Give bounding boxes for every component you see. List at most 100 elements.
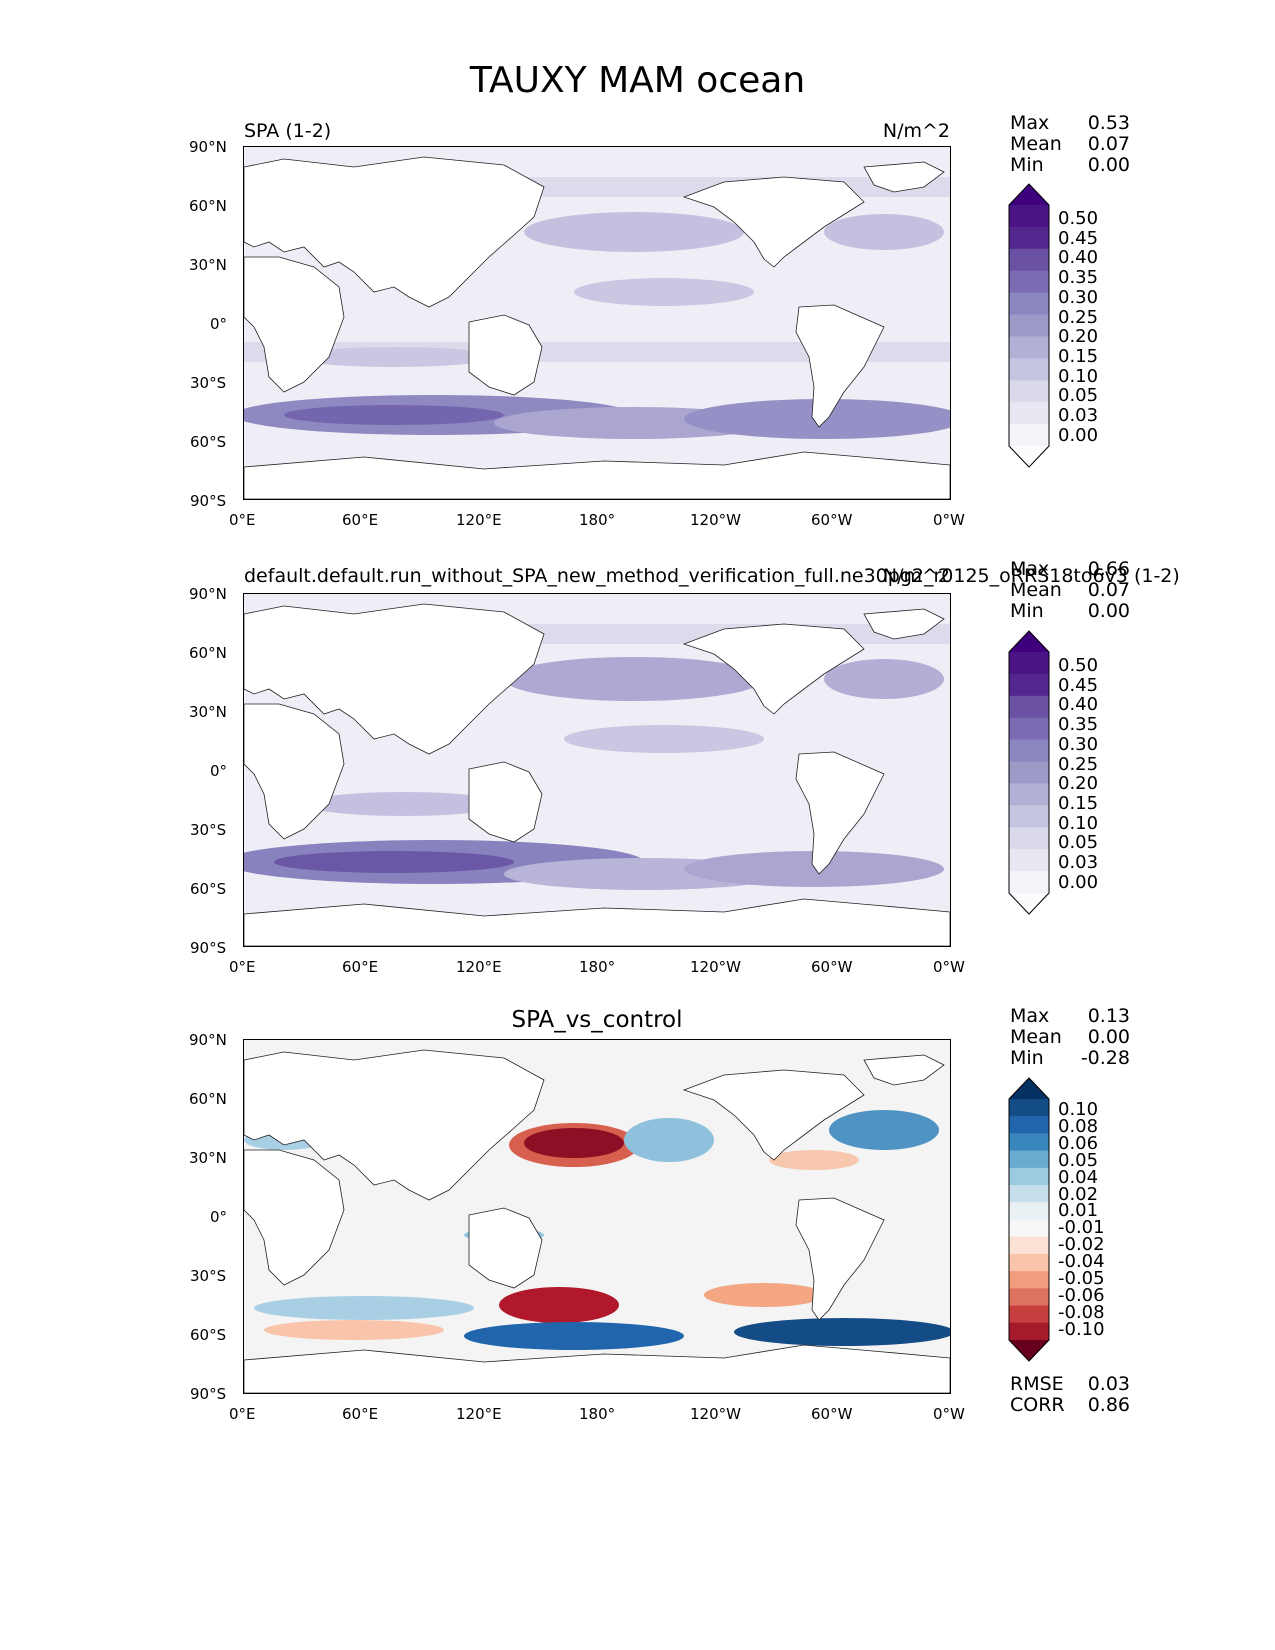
panel3-stat-mean-label: Mean	[1010, 1026, 1062, 1048]
colorbar-swatch	[1009, 424, 1049, 447]
colorbar-swatch	[1009, 739, 1049, 763]
panel2-ytick: 90°N	[189, 585, 227, 603]
panel2-stat-max-label: Max	[1010, 558, 1050, 580]
antarctica-land	[244, 1344, 950, 1393]
colorbar-tick-label: 0.50	[1058, 208, 1099, 229]
colorbar-tick-label: 0.20	[1058, 326, 1099, 348]
colorbar-tick-label: 0.45	[1058, 674, 1099, 696]
panel3-ytick: 60°N	[189, 1090, 227, 1108]
colorbar-tick-label: 0.30	[1058, 286, 1099, 308]
panel1-ytick: 0°	[210, 315, 228, 333]
colorbar-swatch	[1009, 402, 1049, 425]
panel2-ytick: 60°S	[190, 880, 227, 898]
panel3-xtick: 120°E	[456, 1405, 502, 1423]
panel2-ytick: 0°	[210, 762, 228, 780]
colorbar-tick-label: 0.10	[1058, 365, 1099, 387]
panel3-corr-label: CORR	[1010, 1394, 1065, 1416]
greenland-land	[863, 161, 945, 193]
panel2-xtick: 0°W	[933, 958, 965, 976]
panel3-stat-min-value: -0.28	[1080, 1047, 1130, 1069]
panel1-xtick: 60°E	[342, 511, 379, 529]
north-pacific-positive-anomaly	[624, 1118, 714, 1162]
colorbar-tick-label: 0.03	[1058, 852, 1099, 873]
panel1-stat-max-value: 0.53	[1087, 112, 1130, 134]
colorbar-extend-top	[1009, 631, 1049, 652]
north-pacific-westerlies	[504, 657, 764, 701]
panel3-ytick: 30°S	[190, 1267, 227, 1285]
panel1-xtick: 60°W	[811, 511, 853, 529]
panel1-stat-mean-value: 0.07	[1087, 133, 1130, 155]
colorbar-swatch	[1009, 1236, 1049, 1255]
colorbar-outline	[1008, 630, 1050, 915]
colorbar-tick-label: 0.10	[1058, 812, 1099, 834]
colorbar-swatch	[1009, 761, 1049, 784]
colorbar-swatch	[1009, 270, 1049, 294]
colorbar-swatch	[1009, 871, 1049, 894]
south-indian-negative-anomaly	[264, 1320, 444, 1340]
colorbar-tick-label: 0.45	[1058, 227, 1099, 249]
colorbar-tick-label: 0.35	[1058, 267, 1099, 289]
colorbar-tick-label: -0.10	[1058, 1318, 1105, 1340]
panel2-title-left: default.default.run_without_SPA_new_meth…	[244, 565, 1180, 587]
colorbar-swatch	[1009, 1150, 1049, 1169]
colorbar-tick-label: -0.01	[1058, 1217, 1105, 1239]
panel2-stat-mean-value: 0.07	[1087, 579, 1130, 601]
figure-title: TAUXY MAM ocean	[469, 60, 806, 101]
colorbar-swatch	[1009, 358, 1049, 381]
north-atlantic-westerlies	[824, 659, 944, 699]
panel1-xtick: 180°	[579, 511, 616, 529]
colorbar-tick-label: 0.02	[1058, 1183, 1099, 1205]
colorbar-swatch	[1009, 1253, 1049, 1272]
greenland-land	[863, 608, 945, 640]
panel3-xtick: 0°W	[933, 1405, 965, 1423]
panel1-ytick: 90°N	[189, 138, 227, 156]
panel1-xtick: 0°E	[229, 511, 256, 529]
panel3-title: SPA_vs_control	[511, 1007, 683, 1033]
colorbar-tick-label: -0.08	[1058, 1301, 1105, 1323]
colorbar-tick-label: 0.10	[1058, 1099, 1099, 1120]
panel2-colorbar	[1008, 630, 1050, 915]
tasman-negative-anomaly	[499, 1287, 619, 1323]
colorbar-tick-label: 0.05	[1058, 832, 1099, 854]
panel1-stat-min-value: 0.00	[1087, 154, 1130, 176]
panel1-ytick: 90°S	[190, 492, 227, 510]
colorbar-swatch	[1009, 717, 1049, 741]
colorbar-swatch	[1009, 1185, 1049, 1203]
colorbar-tick-label: -0.06	[1058, 1284, 1105, 1306]
panel1-stat-mean-label: Mean	[1010, 133, 1062, 155]
pacific-trade-band-north	[564, 725, 764, 753]
land-masses	[244, 156, 950, 499]
australia-land	[468, 314, 543, 396]
africa-land	[244, 1149, 345, 1286]
colorbar-tick-label: 0.25	[1058, 306, 1099, 328]
colorbar-tick-label: -0.02	[1058, 1234, 1105, 1256]
panel1-stat-min-label: Min	[1010, 154, 1044, 176]
panel3-stat-mean-value: 0.00	[1087, 1026, 1130, 1048]
panel2-stat-mean-label: Mean	[1010, 579, 1062, 601]
colorbar-tick-label: 0.30	[1058, 733, 1099, 755]
north-america-land	[682, 176, 865, 268]
colorbar-tick-label: 0.20	[1058, 773, 1099, 795]
colorbar-swatch	[1009, 673, 1049, 697]
colorbar-swatch	[1009, 1099, 1049, 1117]
southern-ocean-band-atlantic	[684, 851, 944, 887]
panel2-xtick: 180°	[579, 958, 616, 976]
panel1-ytick: 30°S	[190, 374, 227, 392]
pacific-trade-band-north	[574, 278, 754, 306]
south-america-land	[795, 1197, 885, 1321]
colorbar-swatch	[1009, 1202, 1049, 1220]
panel2-xtick: 120°W	[690, 958, 741, 976]
panel3-xtick: 120°W	[690, 1405, 741, 1423]
colorbar-swatch	[1009, 336, 1049, 359]
colorbar-swatch	[1009, 849, 1049, 872]
colorbar-tick-label: 0.06	[1058, 1132, 1099, 1154]
colorbar-swatch	[1009, 827, 1049, 850]
colorbar-tick-label: 0.15	[1058, 345, 1099, 367]
panel2-map	[243, 593, 951, 947]
panel3-xtick: 60°W	[811, 1405, 853, 1423]
panel1-xtick: 120°E	[456, 511, 502, 529]
panel2-xtick: 0°E	[229, 958, 256, 976]
panel1-stat-max-label: Max	[1010, 112, 1050, 134]
panel1-map-svg	[244, 147, 950, 499]
colorbar-tick-label: 0.01	[1058, 1200, 1099, 1222]
